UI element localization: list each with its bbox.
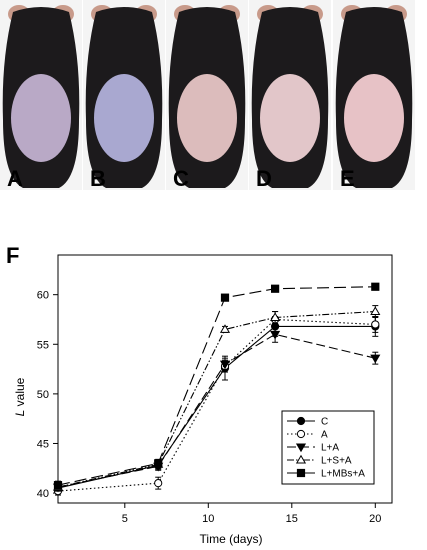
square-marker (371, 282, 380, 291)
mouse-photo-panels: A B C D E (0, 0, 415, 191)
y-tick-label: 45 (37, 438, 49, 450)
square-marker (220, 293, 230, 302)
mouse-photo-e: E (333, 0, 415, 191)
legend-entry: L+S+A (287, 454, 352, 467)
legend-label: L+A (321, 443, 339, 454)
panel-letter-f: F (6, 243, 19, 268)
wound-area (344, 74, 404, 162)
mouse-photo-b: B (83, 0, 165, 191)
legend-label: C (321, 417, 328, 428)
triangle-up-marker (270, 312, 281, 321)
x-tick-label: 20 (369, 513, 381, 525)
legend-label: A (321, 430, 328, 441)
triangle-down-marker (219, 360, 231, 370)
panel-letter-b: B (90, 166, 106, 191)
series-line (57, 318, 376, 492)
square-marker (271, 284, 280, 293)
legend-entry: L+A (287, 443, 339, 454)
triangle-down-marker (295, 443, 307, 453)
legend-label: L+S+A (321, 456, 352, 467)
wound-area (94, 74, 154, 162)
y-tick-label: 40 (37, 488, 49, 500)
legend: CA L+A L+S+A L+MBs+A (281, 410, 375, 485)
y-tick-label: 55 (37, 339, 49, 351)
square-marker (296, 468, 306, 478)
mouse-photo-c: C (166, 0, 248, 191)
mouse-photo-a: A (0, 0, 82, 191)
panel-letter-d: D (256, 166, 272, 191)
wound-area (177, 74, 237, 162)
triangle-up-marker (370, 306, 381, 316)
panel-letter-a: A (7, 166, 23, 191)
circle-marker (371, 320, 380, 329)
legend-entry: C (287, 417, 328, 428)
panel-letter-e: E (340, 166, 355, 191)
y-axis-title: L value (13, 377, 27, 416)
wound-area (11, 74, 71, 162)
square-marker (154, 459, 163, 468)
x-axis-title: Time (days) (200, 532, 263, 546)
mouse-photo-d: D (249, 0, 331, 191)
circle-marker (154, 479, 163, 488)
x-tick-label: 5 (122, 513, 128, 525)
series-l-mbs-a (53, 282, 380, 490)
triangle-down-marker (270, 330, 281, 340)
legend-label: L+MBs+A (321, 469, 365, 480)
triangle-up-marker (295, 454, 307, 464)
x-tick-label: 15 (286, 513, 298, 525)
legend-entry: L+MBs+A (287, 469, 365, 480)
y-axis-title-rest: value (13, 377, 27, 409)
triangle-up-marker (219, 324, 231, 333)
square-marker (53, 481, 63, 490)
panel-letter-c: C (173, 166, 189, 191)
circle-marker (296, 416, 306, 426)
y-axis-title-italic: L (13, 410, 27, 417)
y-tick-label: 50 (37, 389, 49, 401)
legend-entry: A (287, 430, 328, 441)
plot-frame (57, 254, 393, 504)
circle-marker (296, 429, 306, 439)
y-tick-label: 60 (37, 290, 49, 302)
x-tick-label: 10 (202, 513, 214, 525)
wound-area (260, 74, 320, 162)
triangle-down-marker (370, 354, 381, 364)
